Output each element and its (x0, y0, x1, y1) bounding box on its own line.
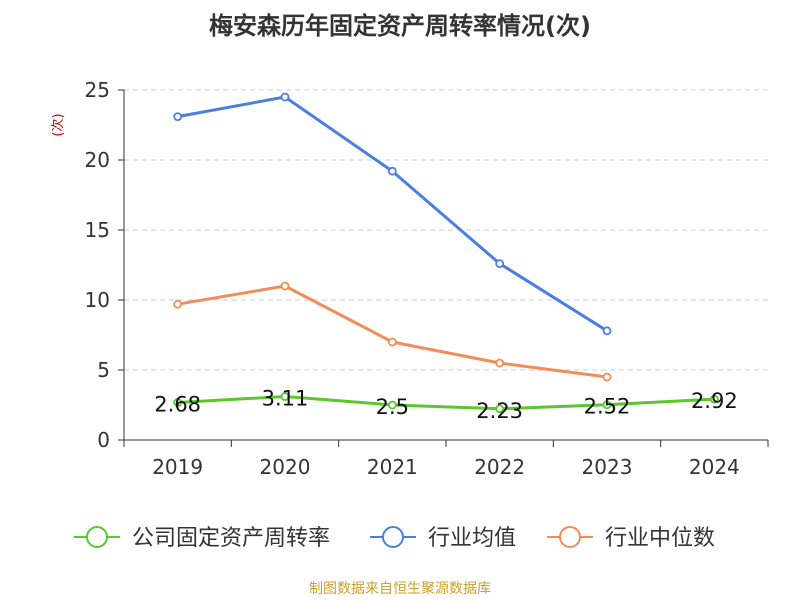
axes: 0 5 10 15 20 25 2019 2020 2021 2022 2023 2024 (85, 78, 769, 479)
legend-item[interactable]: 公司固定资产周转率 (74, 526, 330, 551)
data-point[interactable] (602, 400, 612, 410)
data-point[interactable] (709, 394, 719, 404)
legend-marker (559, 526, 581, 548)
data-point[interactable] (280, 281, 290, 291)
y-tick-label: 5 (97, 358, 110, 382)
series-line (177, 394, 715, 411)
x-tick-label: 2022 (474, 455, 525, 479)
legend-label: 公司固定资产周转率 (132, 526, 330, 551)
data-point[interactable] (173, 299, 183, 309)
data-point[interactable] (387, 400, 397, 410)
y-tick-label: 10 (85, 288, 110, 312)
x-tick-label: 2019 (152, 455, 203, 479)
data-label: 2.52 (584, 395, 631, 419)
data-point[interactable] (602, 372, 612, 382)
chart-title: 梅安森历年固定资产周转率情况(次) (209, 12, 591, 40)
x-tick-label: 2024 (689, 455, 740, 479)
data-point[interactable] (280, 92, 290, 102)
data-point[interactable] (280, 392, 290, 401)
x-tick-label: 2021 (367, 455, 418, 479)
y-tick-label: 0 (97, 428, 110, 452)
data-label: 2.5 (376, 395, 409, 419)
legend-marker (86, 526, 108, 548)
y-tick-label: 20 (85, 148, 110, 172)
data-point[interactable] (602, 326, 612, 336)
data-label: 3.11 (262, 386, 309, 410)
data-point[interactable] (173, 112, 183, 121)
y-axis-unit-label: (次) (50, 113, 66, 136)
footer-source: 制图数据来自恒生聚源数据库 (309, 581, 491, 597)
data-label: 2.92 (691, 389, 738, 413)
legend-label: 行业均值 (428, 526, 516, 551)
legend: 公司固定资产周转率 行业均值 行业中位数 (74, 526, 715, 551)
data-point[interactable] (173, 398, 183, 407)
data-point[interactable] (495, 404, 505, 414)
data-point[interactable] (387, 337, 397, 347)
series-line (177, 95, 608, 333)
legend-label: 行业中位数 (605, 526, 715, 551)
x-tick-label: 2020 (260, 455, 311, 479)
data-label: 2.68 (154, 392, 201, 416)
data-labels: 2.68 3.11 2.5 2.23 2.52 2.92 (154, 386, 737, 422)
x-tick-label: 2023 (582, 455, 633, 479)
y-tick-label: 15 (85, 218, 110, 242)
data-point[interactable] (387, 166, 397, 176)
data-point[interactable] (495, 358, 505, 368)
series (173, 92, 719, 414)
legend-item[interactable]: 行业中位数 (547, 526, 715, 551)
data-label: 2.23 (476, 399, 523, 423)
y-tick-label: 25 (85, 78, 110, 102)
data-point[interactable] (495, 259, 505, 269)
grid-lines (124, 89, 768, 371)
legend-item[interactable]: 行业均值 (370, 526, 516, 551)
legend-marker (382, 526, 404, 548)
